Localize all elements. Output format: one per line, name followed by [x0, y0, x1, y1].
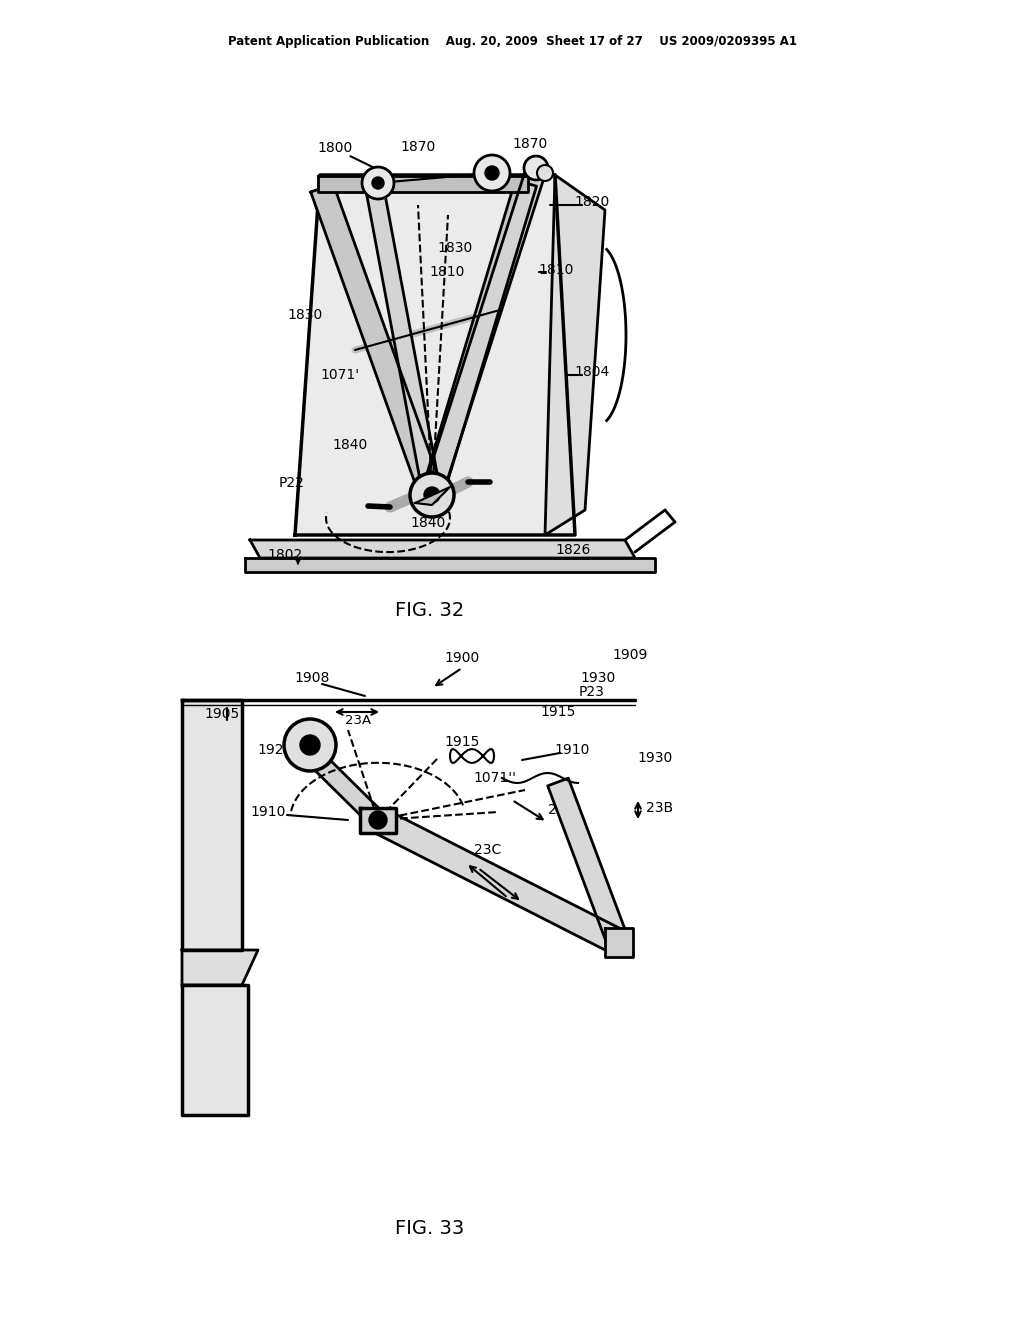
Text: 23B: 23B	[646, 801, 674, 814]
Polygon shape	[422, 180, 537, 498]
Text: 1810: 1810	[429, 265, 465, 279]
Text: 1830: 1830	[288, 308, 323, 322]
Text: 1826: 1826	[555, 543, 591, 557]
Circle shape	[424, 487, 440, 503]
Text: 23A: 23A	[345, 714, 371, 726]
Circle shape	[485, 166, 499, 180]
Text: 1800: 1800	[317, 141, 352, 154]
Text: FIG. 32: FIG. 32	[395, 601, 465, 619]
Text: 1915: 1915	[541, 705, 575, 719]
Polygon shape	[296, 739, 384, 826]
Circle shape	[537, 165, 553, 181]
Polygon shape	[360, 808, 396, 833]
Text: 1840: 1840	[411, 516, 445, 531]
Text: 1802: 1802	[267, 548, 303, 562]
Text: 1830: 1830	[437, 242, 473, 255]
Circle shape	[524, 156, 548, 180]
Text: 1930: 1930	[637, 751, 673, 766]
Text: 1900: 1900	[444, 651, 479, 665]
Text: 1071': 1071'	[321, 368, 359, 381]
Text: 1810: 1810	[539, 263, 573, 277]
Polygon shape	[250, 540, 635, 558]
Text: 1804: 1804	[574, 366, 609, 379]
Text: 1870: 1870	[400, 140, 435, 154]
Text: 1870: 1870	[512, 137, 548, 150]
Text: 1909: 1909	[612, 648, 648, 663]
Polygon shape	[372, 808, 624, 953]
Polygon shape	[182, 950, 258, 985]
Text: 1840: 1840	[333, 438, 368, 451]
Text: 1930: 1930	[581, 671, 615, 685]
Circle shape	[372, 177, 384, 189]
Text: P22: P22	[280, 477, 305, 490]
Text: 1910: 1910	[554, 743, 590, 756]
Text: 1905: 1905	[205, 708, 240, 721]
Text: FIG. 33: FIG. 33	[395, 1218, 465, 1238]
Circle shape	[369, 810, 387, 829]
Circle shape	[474, 154, 510, 191]
Polygon shape	[245, 558, 655, 572]
Text: 23C: 23C	[474, 843, 502, 857]
Polygon shape	[182, 985, 248, 1115]
Text: 1915: 1915	[444, 735, 479, 748]
Text: 1920: 1920	[257, 743, 293, 756]
Circle shape	[300, 735, 319, 755]
Circle shape	[410, 473, 454, 517]
Circle shape	[284, 719, 336, 771]
Text: 1071'': 1071''	[473, 771, 516, 785]
Text: 23D: 23D	[548, 803, 577, 817]
Text: 1908: 1908	[294, 671, 330, 685]
Circle shape	[362, 168, 394, 199]
Polygon shape	[310, 183, 443, 499]
Polygon shape	[367, 189, 441, 496]
Polygon shape	[548, 777, 629, 946]
Polygon shape	[605, 928, 633, 957]
Polygon shape	[415, 487, 450, 506]
Polygon shape	[423, 166, 546, 498]
Polygon shape	[318, 176, 528, 191]
Polygon shape	[545, 176, 605, 535]
Text: 1820: 1820	[574, 195, 609, 209]
Text: Patent Application Publication    Aug. 20, 2009  Sheet 17 of 27    US 2009/02093: Patent Application Publication Aug. 20, …	[227, 36, 797, 49]
Text: 1910: 1910	[250, 805, 286, 818]
Polygon shape	[295, 176, 575, 535]
Text: P23: P23	[579, 685, 605, 700]
Polygon shape	[182, 700, 242, 950]
